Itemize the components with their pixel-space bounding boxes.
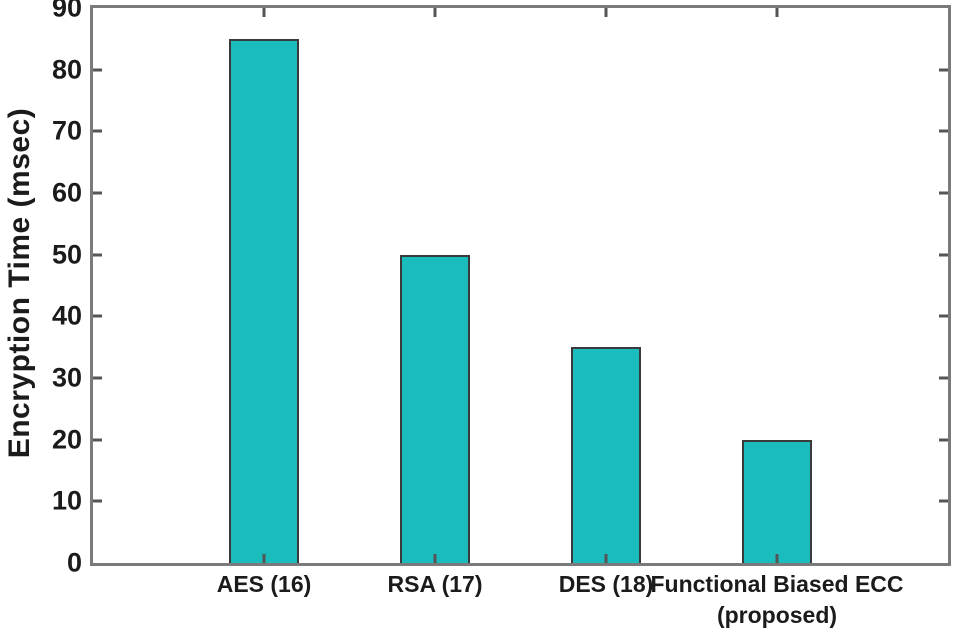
y-tick-mark-left-50 (93, 253, 102, 257)
y-tick-mark-left-30 (93, 376, 102, 380)
y-tick-mark-left-80 (93, 68, 102, 72)
y-tick-mark-right-60 (939, 191, 948, 195)
bar-rsa-17 (400, 254, 470, 563)
x-tick-mark-top-des-18 (604, 8, 608, 17)
y-tick-label-30: 30 (51, 362, 82, 393)
x-category-label-des-18: DES (18) (559, 569, 654, 600)
y-tick-mark-right-50 (939, 253, 948, 257)
y-tick-label-0: 0 (66, 547, 82, 578)
x-tick-mark-top-aes-16 (262, 8, 266, 17)
y-tick-mark-right-40 (939, 314, 948, 318)
y-axis-tick-labels: 0 10 20 30 40 50 60 70 80 90 (0, 0, 82, 631)
x-tick-mark-top-rsa-17 (433, 8, 437, 17)
y-tick-label-80: 80 (51, 54, 82, 85)
x-category-label-rsa-17: RSA (17) (388, 569, 483, 600)
y-tick-label-20: 20 (51, 424, 82, 455)
y-tick-mark-left-60 (93, 191, 102, 195)
x-tick-mark-bottom-des-18 (604, 554, 608, 563)
y-tick-label-90: 90 (51, 0, 82, 23)
plot-area (90, 5, 951, 566)
y-tick-mark-right-30 (939, 376, 948, 380)
x-category-label-line: RSA (17) (387, 571, 483, 597)
bar-des-18 (571, 347, 641, 563)
y-tick-mark-left-20 (93, 438, 102, 442)
y-tick-label-10: 10 (51, 485, 82, 516)
y-tick-label-70: 70 (51, 115, 82, 146)
x-tick-mark-bottom-aes-16 (262, 554, 266, 563)
y-tick-mark-right-70 (939, 129, 948, 133)
y-tick-mark-left-40 (93, 314, 102, 318)
y-tick-mark-right-20 (939, 438, 948, 442)
y-tick-mark-left-10 (93, 499, 102, 503)
bar-functional-biased-ecc-proposed (742, 439, 812, 563)
bar-aes-16 (229, 38, 299, 563)
x-tick-mark-bottom-rsa-17 (433, 554, 437, 563)
x-tick-mark-top-functional-biased-ecc-proposed (775, 8, 779, 17)
x-category-label-functional-biased-ecc-proposed: Functional Biased ECC (proposed) (650, 569, 903, 631)
x-category-label-line: DES (18) (558, 571, 654, 597)
x-category-label-line: (proposed) (716, 602, 838, 628)
x-category-label-aes-16: AES (16) (217, 569, 312, 600)
y-tick-mark-right-80 (939, 68, 948, 72)
x-category-label-line: AES (16) (216, 571, 312, 597)
x-category-label-line: Functional Biased ECC (650, 571, 904, 597)
y-tick-mark-right-10 (939, 499, 948, 503)
y-tick-label-50: 50 (51, 239, 82, 270)
y-tick-label-60: 60 (51, 177, 82, 208)
y-tick-label-40: 40 (51, 300, 82, 331)
x-tick-mark-bottom-functional-biased-ecc-proposed (775, 554, 779, 563)
y-tick-mark-left-70 (93, 129, 102, 133)
